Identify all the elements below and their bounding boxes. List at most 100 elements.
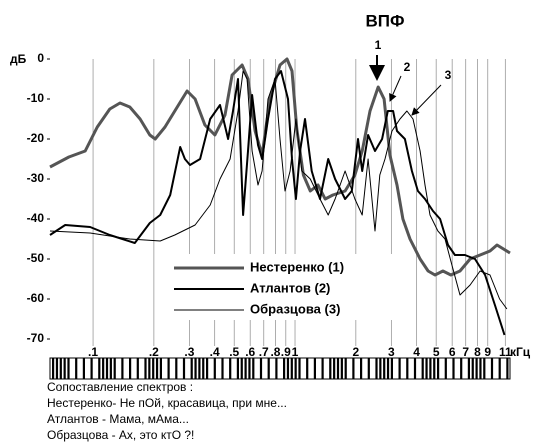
keyboard-key (375, 358, 378, 379)
y-tick-label: -70 (27, 331, 45, 345)
keyboard-key (490, 358, 494, 379)
keyboard-key (429, 358, 432, 379)
keyboard-key (182, 358, 186, 379)
keyboard (49, 357, 511, 380)
y-axis-label: дБ (10, 52, 27, 66)
keyboard-key (498, 358, 501, 379)
annotation: 1 (375, 38, 382, 52)
keyboard-key (413, 358, 417, 379)
keyboard-key (240, 358, 243, 379)
keyboard-key (444, 358, 447, 379)
keyboard-key (248, 358, 251, 379)
series-line (49, 70, 506, 336)
y-tick-label: -10 (27, 91, 45, 105)
y-tick-label: -30 (27, 171, 45, 185)
keyboard-key (229, 358, 232, 379)
keyboard-key (479, 358, 482, 379)
keyboard-key (340, 358, 343, 379)
keyboard-key (275, 358, 278, 379)
x-tick-label: .9 (281, 345, 291, 359)
x-tick-label: 11 (499, 345, 512, 359)
keyboard-key (421, 358, 424, 379)
annotation: 2 (404, 60, 411, 74)
x-tick-label: .7 (259, 345, 269, 359)
keyboard-key (313, 358, 316, 379)
keyboard-key (244, 358, 247, 379)
keyboard-key (290, 358, 293, 379)
x-tick-label: 3 (388, 345, 395, 359)
x-tick-label: 6 (449, 345, 456, 359)
caption-line: Образцова - Ах, это ктО ?! (47, 428, 194, 442)
keyboard-key (437, 358, 440, 379)
keyboard-key (386, 358, 390, 379)
keyboard-key (129, 358, 132, 379)
x-tick-label: 1 (292, 345, 299, 359)
keyboard-key (102, 358, 105, 379)
x-tick-label: .5 (229, 345, 239, 359)
keyboard-key (259, 358, 263, 379)
caption-line: Сопоставление спектров : (47, 380, 193, 394)
keyboard-key (175, 358, 178, 379)
keyboard-key (294, 358, 297, 379)
annotation: 3 (445, 68, 452, 82)
y-tick-label: -20 (27, 131, 45, 145)
keyboard-key (198, 358, 201, 379)
x-axis-label: кГц (510, 345, 531, 359)
keyboard-key (333, 358, 336, 379)
x-tick-label: .6 (245, 345, 255, 359)
keyboard-key (55, 358, 59, 379)
keyboard-key (298, 358, 301, 379)
keyboard-key (344, 358, 347, 379)
x-tick-label: .4 (210, 345, 220, 359)
keyboard-key (213, 358, 216, 379)
keyboard-key (121, 358, 124, 379)
keyboard-key (155, 358, 159, 379)
keyboard-key (202, 358, 205, 379)
keyboard-key (329, 358, 332, 379)
keyboard-key (283, 358, 286, 379)
keyboard-key (148, 358, 151, 379)
y-tick-label: 0 (37, 51, 44, 65)
keyboard-key (506, 358, 509, 379)
keyboard-key (425, 358, 428, 379)
caption: Сопоставление спектров : Нестеренко- Не п… (47, 380, 287, 442)
keyboard-key (109, 358, 112, 379)
annotation-arrow (411, 84, 442, 116)
keyboard-key (113, 358, 116, 379)
keyboard-key (483, 358, 486, 379)
keyboard-key (471, 358, 474, 379)
keyboard-key (367, 358, 370, 379)
keyboard-key (286, 358, 290, 379)
x-tick-label: .8 (270, 345, 280, 359)
keyboard-key (390, 358, 393, 379)
legend-box (172, 254, 392, 320)
y-tick-label: -50 (27, 251, 45, 265)
x-tick-label: 4 (413, 345, 420, 359)
keyboard-key (52, 358, 55, 379)
keyboard-key (467, 358, 470, 379)
keyboard-key (379, 358, 382, 379)
annotation-arrow (389, 75, 402, 102)
x-tick-label: 5 (433, 345, 440, 359)
legend-label: Нестеренко (1) (250, 259, 344, 274)
legend-label: Образцова (3) (250, 301, 340, 316)
x-tick-label: 9 (484, 345, 491, 359)
keyboard-key (159, 358, 162, 379)
keyboard-key (63, 358, 66, 379)
x-tick-label: .1 (88, 345, 98, 359)
keyboard-key (360, 358, 363, 379)
keyboard-key (90, 358, 93, 379)
x-tick-label: 8 (474, 345, 481, 359)
keyboard-key (306, 358, 309, 379)
keyboard-key (252, 358, 255, 379)
keyboard-key (336, 358, 340, 379)
keyboard-key (75, 358, 78, 379)
keyboard-key (67, 358, 70, 379)
keyboard-key (98, 358, 101, 379)
keyboard-key (105, 358, 109, 379)
keyboard-key (398, 358, 401, 379)
keyboard-key (475, 358, 478, 379)
chart-title: ВПФ (365, 11, 404, 30)
keyboard-key (452, 358, 455, 379)
